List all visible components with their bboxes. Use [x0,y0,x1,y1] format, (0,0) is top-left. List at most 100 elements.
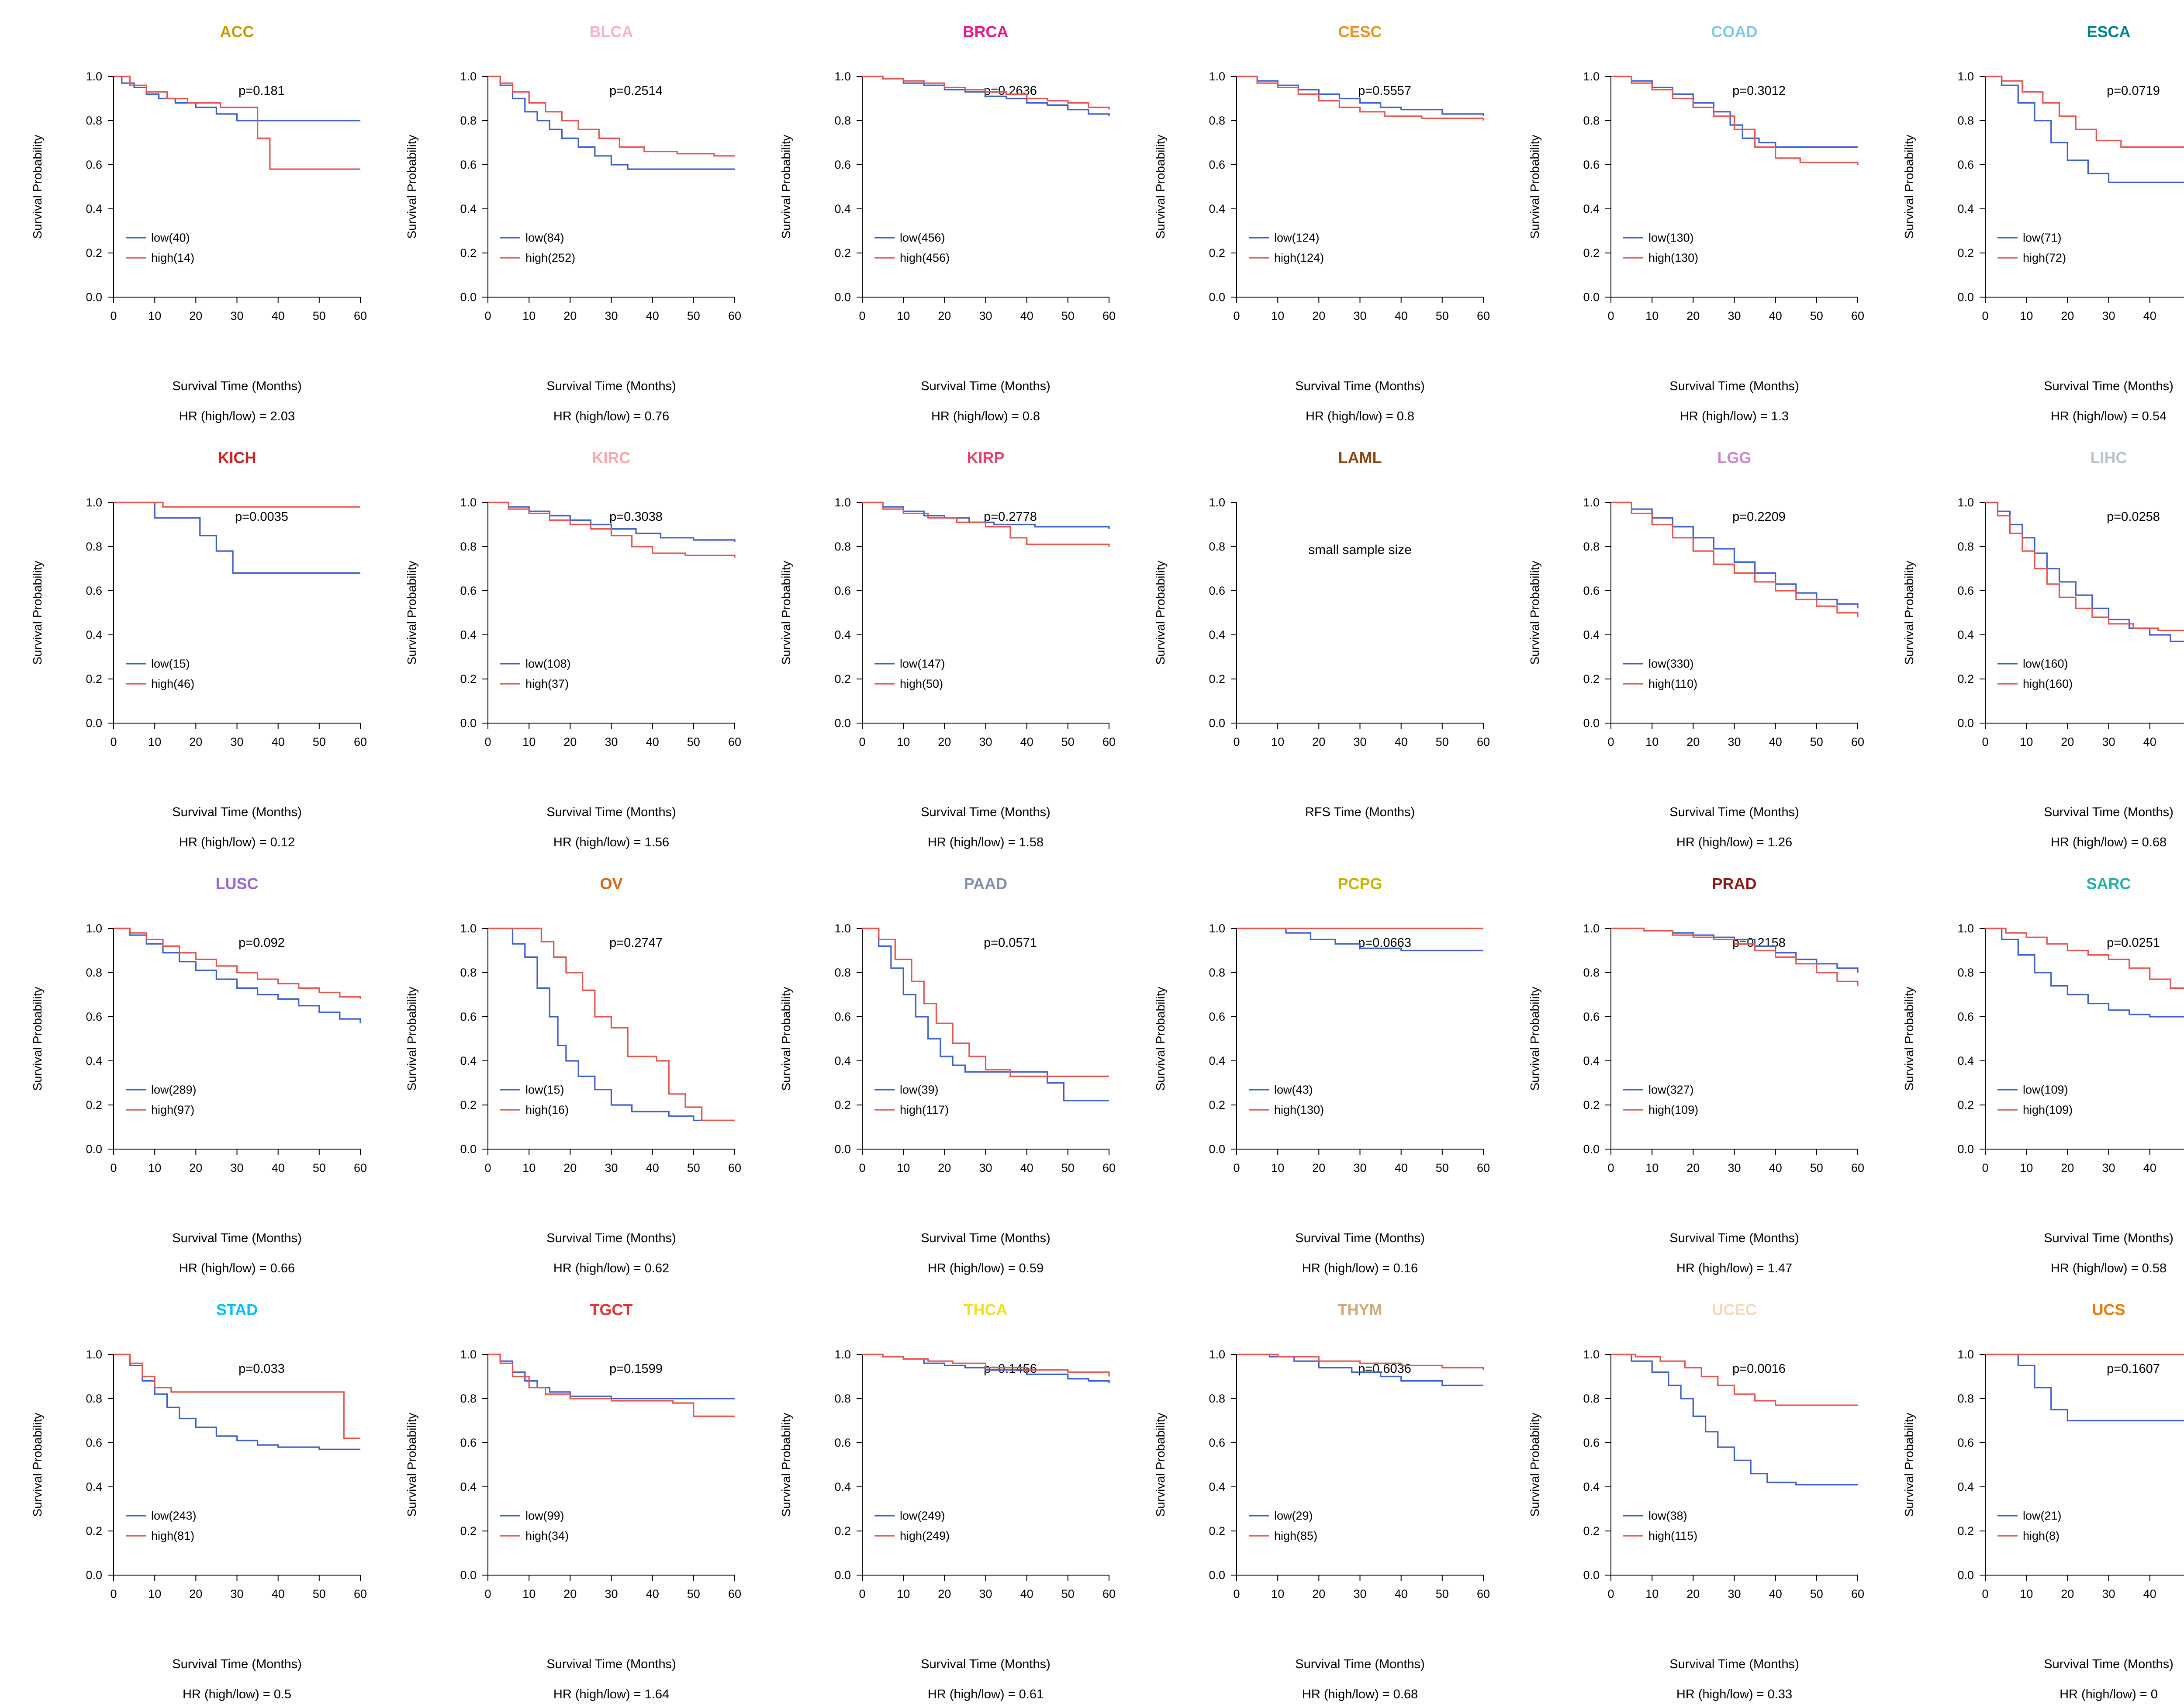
x-tick-label: 0 [1607,309,1614,322]
x-axis-title-paad: Survival Time (Months) [921,1231,1051,1245]
y-tick-label: 0.4 [1583,1480,1600,1493]
km-plot-ucs: UCS1.00.80.60.40.20.00102030405060Surviv… [1902,1301,2184,1701]
km-curve-kich-low [114,502,360,574]
x-tick-label: 0 [1233,1161,1240,1174]
legend-label-high: high(16) [525,1103,569,1116]
legend-label-high: high(8) [2023,1529,2060,1542]
km-panel-cesc: CESC 1.0 0.8 0.6 0.4 0.2 0.0 0 10 20 30 40 50 60 Survi… [1123,0,1497,426]
y-tick-label: 0.6 [86,1436,102,1449]
x-tick-label: 20 [938,309,951,322]
y-tick-label: 0.8 [1583,114,1600,127]
x-tick-label: 20 [2061,1161,2074,1174]
km-panel-kirc: KIRC 1.0 0.8 0.6 0.4 0.2 0.0 0 10 20 30 40 50 60 Survi… [374,426,749,852]
x-tick-label: 30 [605,735,618,748]
x-tick-label: 0 [110,309,117,322]
y-tick-label: 0.0 [834,1569,851,1582]
x-tick-label: 40 [646,1587,659,1600]
x-axis-title-kirc: Survival Time (Months) [546,805,676,819]
hr-label-prad: HR (high/low) = 1.47 [1676,1261,1792,1275]
x-tick-label: 30 [1728,1587,1741,1600]
y-tick-label: 0.2 [1209,672,1225,686]
km-plot-kirp: KIRP 1.0 0.8 0.6 0.4 0.2 0.0 0 10 20 30 40 50 60 Survi… [779,449,1116,849]
panel-title-thca: THCA [964,1301,1008,1319]
p-value-stad: p=0.033 [238,1362,285,1376]
km-plot-prad: PRAD 1.0 0.8 0.6 0.4 0.2 0.0 0 10 20 30 40 50 60 Survi… [1528,875,1864,1275]
y-tick-label: 0.0 [834,717,851,730]
x-axis-title-kirp: Survival Time (Months) [921,805,1051,819]
y-tick-label: 0.2 [1209,246,1225,260]
km-plot-acc: ACC 1.0 0.8 0.6 0.4 0.2 0.0 0 10 20 30 40 50 60 Surviv… [31,23,367,423]
y-tick-label: 0.0 [460,717,477,730]
km-curve-ucec-high [1611,1354,1858,1406]
y-axis-label: Survival Probability [31,561,44,665]
x-tick-label: 0 [1982,1587,1988,1600]
km-curve-thca-low [862,1354,1110,1383]
x-tick-label: 10 [1271,1587,1284,1600]
legend-label-low: low(84) [525,231,564,244]
km-curve-thca-high [862,1354,1110,1377]
p-value-ucs: p=0.1607 [2107,1362,2160,1376]
y-tick-label: 0.6 [1957,158,1974,171]
y-tick-label: 0.4 [834,1480,851,1493]
y-tick-label: 0.8 [1957,540,1974,553]
legend-label-low: low(108) [525,657,571,670]
x-tick-label: 10 [522,309,536,322]
legend-label-high: high(109) [1648,1103,1698,1116]
km-plot-lihc: LIHC1.00.80.60.40.20.00102030405060Survi… [1902,449,2184,849]
y-tick-label: 0.0 [1583,1569,1600,1582]
legend-label-high: high(456) [900,251,950,264]
x-tick-label: 50 [687,1161,700,1174]
y-tick-label: 0.0 [1957,291,1974,304]
x-tick-label: 30 [605,1161,618,1174]
x-tick-label: 40 [646,1161,659,1174]
y-axis-label: Survival Probability [779,987,793,1091]
km-curve-lusc-low [114,928,361,1024]
hr-label-blca: HR (high/low) = 0.76 [553,409,669,423]
y-tick-label: 1.0 [86,922,102,935]
x-tick-label: 10 [897,735,910,748]
y-tick-label: 0.2 [1957,246,1974,260]
y-axis-label: Survival Probability [1528,135,1541,239]
panel-title-kirp: KIRP [967,449,1004,467]
y-tick-label: 0.8 [1209,1392,1225,1405]
km-curve-prad-low [1611,928,1859,973]
x-tick-label: 40 [2143,1161,2156,1174]
y-tick-label: 0.2 [1957,672,1974,686]
y-axis-label: Survival Probability [405,135,418,239]
x-tick-label: 10 [2020,1587,2033,1600]
legend-label-high: high(252) [525,251,575,264]
x-tick-label: 30 [979,1161,992,1174]
x-tick-label: 20 [189,1161,202,1174]
y-tick-label: 1.0 [460,496,477,509]
axis-lines [113,76,360,298]
x-tick-label: 20 [1312,309,1325,322]
x-tick-label: 30 [2102,309,2115,322]
hr-label-cesc: HR (high/low) = 0.8 [1306,409,1414,423]
y-tick-label: 0.2 [1583,1098,1600,1112]
y-tick-label: 0.2 [834,672,851,686]
panel-title-prad: PRAD [1712,875,1756,893]
legend-label-low: low(15) [151,657,190,670]
y-tick-label: 0.8 [834,1392,851,1405]
axis-lines [1985,502,2184,724]
legend-label-high: high(14) [151,251,194,264]
y-tick-label: 0.8 [86,114,102,127]
p-value-blca: p=0.2514 [609,84,663,98]
y-tick-label: 0.8 [1583,966,1600,979]
x-tick-label: 30 [979,1587,992,1600]
km-panel-thym: THYM 1.0 0.8 0.6 0.4 0.2 0.0 0 10 20 30 40 50 60 Survi… [1123,1278,1497,1704]
x-tick-label: 10 [2020,735,2033,748]
y-tick-label: 0.8 [1957,114,1974,127]
km-curve-cesc-low [1237,76,1484,116]
x-tick-label: 60 [728,1161,741,1174]
x-tick-label: 10 [148,1161,161,1174]
km-curve-lihc-high [1985,502,2184,631]
legend-label-low: low(21) [2023,1509,2062,1522]
y-tick-label: 1.0 [1209,496,1225,509]
y-tick-label: 0.6 [1583,1436,1600,1449]
legend-label-low: low(243) [151,1509,197,1522]
x-tick-label: 60 [354,309,367,322]
x-tick-label: 40 [1020,735,1033,748]
legend-label-high: high(46) [151,677,194,690]
y-axis-label: Survival Probability [1528,987,1541,1091]
